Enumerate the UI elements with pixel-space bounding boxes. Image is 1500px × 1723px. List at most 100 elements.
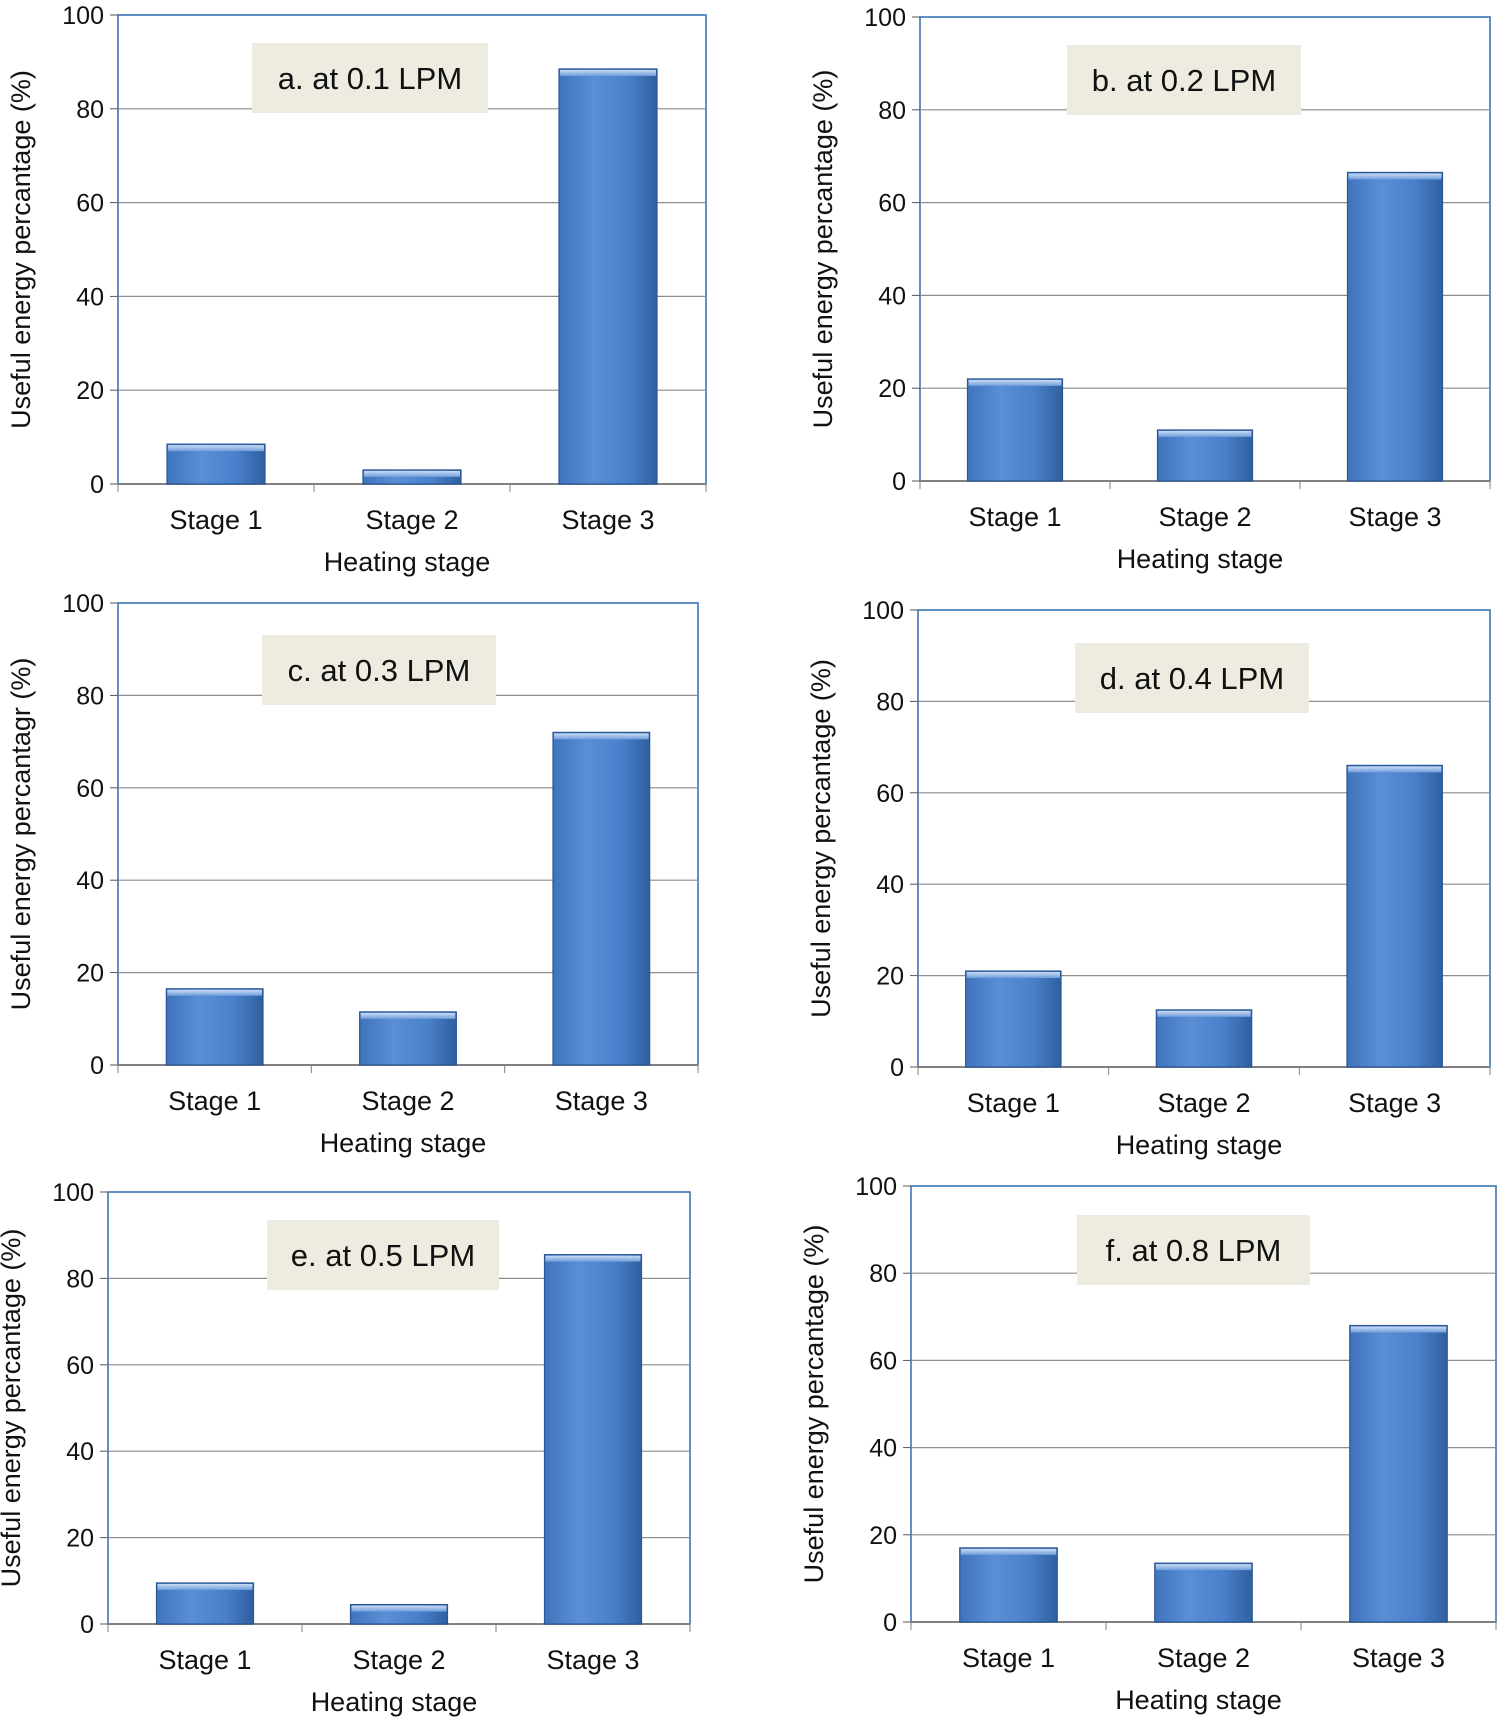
y-tick-label: 20 xyxy=(66,1525,94,1553)
y-tick-label: 20 xyxy=(76,960,104,988)
bar-body xyxy=(1156,429,1254,482)
x-tick-label: Stage 2 xyxy=(352,1645,445,1675)
panel-title: b. at 0.2 LPM xyxy=(1092,63,1276,98)
y-tick-label: 40 xyxy=(66,1438,94,1466)
x-axis-title: Heating stage xyxy=(324,547,491,577)
x-tick-label: Stage 3 xyxy=(1348,1088,1441,1118)
bar-stage-1 xyxy=(165,988,264,1066)
y-tick-label: 60 xyxy=(76,190,104,218)
bar-highlight xyxy=(351,1605,447,1612)
y-tick-label: 0 xyxy=(890,1054,904,1082)
x-tick-label: Stage 1 xyxy=(962,1643,1055,1673)
x-tick-label: Stage 3 xyxy=(1348,502,1441,532)
bar-highlight xyxy=(554,733,649,740)
bar-stage-2 xyxy=(362,469,462,485)
y-tick-label: 100 xyxy=(855,1173,897,1201)
x-tick-label: Stage 2 xyxy=(1158,502,1251,532)
x-tick-label: Stage 2 xyxy=(365,505,458,535)
bar-stage-1 xyxy=(166,443,266,485)
bar-highlight xyxy=(545,1255,641,1262)
bar-stage-2 xyxy=(1155,1009,1253,1068)
bar-body xyxy=(1346,764,1443,1068)
bar-stage-2 xyxy=(1156,429,1254,482)
x-tick-label: Stage 1 xyxy=(168,1086,261,1116)
x-tick-label: Stage 3 xyxy=(546,1645,639,1675)
bar-highlight xyxy=(560,69,656,76)
y-tick-label: 0 xyxy=(90,1052,104,1080)
y-tick-label: 80 xyxy=(66,1265,94,1293)
y-tick-label: 60 xyxy=(876,780,904,808)
x-tick-label: Stage 2 xyxy=(1157,1088,1250,1118)
y-tick-label: 20 xyxy=(876,963,904,991)
x-tick-label: Stage 3 xyxy=(561,505,654,535)
y-tick-label: 40 xyxy=(878,282,906,310)
bar-highlight xyxy=(1158,430,1252,437)
y-tick-label: 80 xyxy=(878,97,906,125)
bar-highlight xyxy=(1350,1326,1447,1333)
bar-highlight xyxy=(360,1012,456,1019)
bar-stage-3 xyxy=(1349,1324,1448,1623)
x-tick-label: Stage 2 xyxy=(1157,1643,1250,1673)
bar-body xyxy=(543,1254,643,1625)
y-tick-label: 100 xyxy=(862,597,904,625)
y-tick-label: 100 xyxy=(62,2,104,30)
panel-title-box xyxy=(262,635,496,705)
y-axis-title: Useful energy percantage (%) xyxy=(799,1225,829,1584)
bar-highlight xyxy=(966,972,1060,979)
y-axis-title: Useful energy percantage (%) xyxy=(0,1229,26,1588)
x-axis-title: Heating stage xyxy=(1115,1685,1282,1715)
panel-title: c. at 0.3 LPM xyxy=(288,653,471,688)
bar-stage-3 xyxy=(558,68,658,485)
x-axis-title: Heating stage xyxy=(1117,544,1284,574)
bar-stage-2 xyxy=(349,1603,449,1625)
y-tick-label: 40 xyxy=(869,1435,897,1463)
y-tick-label: 80 xyxy=(876,688,904,716)
panel-title-box xyxy=(252,43,488,113)
y-tick-label: 100 xyxy=(52,1179,94,1207)
y-tick-label: 100 xyxy=(62,590,104,618)
panel-title: a. at 0.1 LPM xyxy=(278,61,462,96)
x-tick-label: Stage 1 xyxy=(968,502,1061,532)
bar-highlight xyxy=(1155,1564,1252,1571)
chart-panel-e: 0 20 40 60 80 100 Stage 1 Stage 2 Stage 3 Heating… xyxy=(0,1179,691,1717)
bar-body xyxy=(1349,1324,1448,1623)
y-tick-label: 100 xyxy=(864,4,906,32)
chart-panel-c: 0 20 40 60 80 100 Stage 1 Stage 2 Stage 3 Heating… xyxy=(6,590,699,1158)
bar-highlight xyxy=(167,989,262,996)
panel-title-box xyxy=(1075,643,1309,713)
y-tick-label: 80 xyxy=(869,1260,897,1288)
bar-highlight xyxy=(157,1583,253,1590)
y-tick-label: 20 xyxy=(869,1522,897,1550)
bar-body xyxy=(1346,171,1444,482)
y-tick-label: 40 xyxy=(876,871,904,899)
bar-stage-1 xyxy=(966,378,1064,482)
bar-highlight xyxy=(364,470,460,477)
chart-panel-d: 0 20 40 60 80 100 Stage 1 Stage 2 Stage 3 Heating… xyxy=(806,597,1491,1160)
y-tick-label: 0 xyxy=(892,468,906,496)
y-tick-label: 60 xyxy=(66,1352,94,1380)
chart-panel-a: 0 20 40 60 80 100 Stage 1 Stage 2 Stage 3 Heating… xyxy=(6,2,707,577)
bar-stage-2 xyxy=(1154,1562,1253,1623)
panel-title: e. at 0.5 LPM xyxy=(291,1238,475,1273)
y-tick-label: 80 xyxy=(76,682,104,710)
bar-body xyxy=(165,988,264,1066)
x-tick-label: Stage 1 xyxy=(169,505,262,535)
chart-panel-b: 0 20 40 60 80 100 Stage 1 Stage 2 Stage 3 Heating… xyxy=(808,4,1491,574)
bar-stage-2 xyxy=(359,1011,457,1066)
panel-title-box xyxy=(267,1220,499,1290)
bar-body xyxy=(552,731,651,1066)
bar-stage-1 xyxy=(959,1547,1058,1623)
bar-stage-3 xyxy=(543,1254,643,1625)
x-axis-title: Heating stage xyxy=(1116,1130,1283,1160)
x-tick-label: Stage 3 xyxy=(1352,1643,1445,1673)
y-tick-label: 60 xyxy=(76,775,104,803)
bar-highlight xyxy=(1348,766,1442,773)
bar-highlight xyxy=(1157,1010,1251,1017)
bar-body xyxy=(1154,1562,1253,1623)
bar-highlight xyxy=(968,379,1062,386)
bar-stage-3 xyxy=(1346,764,1443,1068)
y-tick-label: 60 xyxy=(878,190,906,218)
y-tick-label: 80 xyxy=(76,96,104,124)
y-tick-label: 60 xyxy=(869,1347,897,1375)
